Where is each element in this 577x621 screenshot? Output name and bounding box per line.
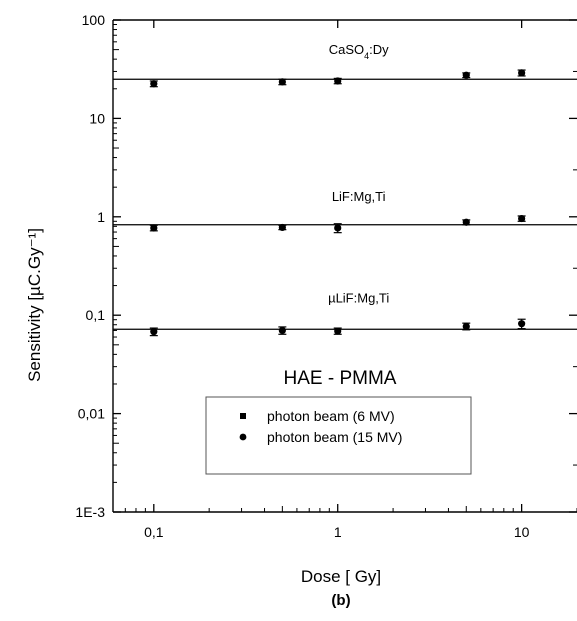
series-label: CaSO4:Dy xyxy=(329,42,389,61)
y-axis-title: Sensitivity [µC.Gy⁻¹] xyxy=(25,228,44,382)
series-label: LiF:Mg,Ti xyxy=(332,189,386,204)
data-point xyxy=(150,328,158,336)
series-label-subscript: 4 xyxy=(364,51,369,61)
legend-marker-6mv xyxy=(240,413,246,419)
x-axis-title: Dose [ Gy] xyxy=(301,567,381,586)
x-tick-label: 10 xyxy=(514,524,530,540)
legend-label-15mv: photon beam (15 MV) xyxy=(267,429,402,445)
data-point xyxy=(278,326,286,335)
series-group-1: CaSO4:Dy xyxy=(113,42,577,88)
y-tick-label: 1 xyxy=(97,209,105,225)
data-point xyxy=(150,224,158,232)
series-label-tail: :Dy xyxy=(369,42,389,57)
figure-caption: (b) xyxy=(331,592,350,609)
legend-label-6mv: photon beam (6 MV) xyxy=(267,408,395,424)
legend-box xyxy=(205,396,472,475)
series-label-main: µLiF:Mg,Ti xyxy=(328,290,389,305)
data-point xyxy=(278,223,286,232)
y-tick-label: 10 xyxy=(89,110,105,126)
series-label-main: CaSO xyxy=(329,42,364,57)
x-tick-label: 1 xyxy=(334,524,342,540)
x-tick-label: 0,1 xyxy=(144,524,164,540)
data-point xyxy=(518,320,526,328)
y-tick-label: 1E-3 xyxy=(75,504,105,520)
y-tick-label: 0,01 xyxy=(78,406,105,422)
y-tick-label: 100 xyxy=(82,12,106,28)
data-point xyxy=(462,322,470,330)
data-point xyxy=(518,69,526,77)
series-label: µLiF:Mg,Ti xyxy=(328,290,389,305)
data-point xyxy=(334,224,342,232)
series-group-2: LiF:Mg,Ti xyxy=(113,189,577,234)
data-point xyxy=(150,80,158,88)
plot-area xyxy=(112,19,577,513)
data-point xyxy=(462,71,470,79)
data-point xyxy=(462,218,470,226)
data-point xyxy=(334,327,342,335)
series-label-main: LiF:Mg,Ti xyxy=(332,189,386,204)
y-tick-label: 0,1 xyxy=(86,307,106,323)
data-point xyxy=(518,214,526,223)
data-point xyxy=(278,78,286,86)
legend-marker-15mv xyxy=(239,433,247,441)
legend: photon beam (6 MV) photon beam (15 MV) xyxy=(205,396,472,475)
axis-ticks: 1E-3 0,01 0,1 1 10 100 0,1 1 10 xyxy=(75,12,577,540)
series-group-3: µLiF:Mg,Ti xyxy=(113,290,577,337)
data-point xyxy=(334,77,342,85)
inset-title: HAE - PMMA xyxy=(284,368,397,389)
data-groups: CaSO4:Dy LiF:Mg,Ti µLiF:Mg,Ti xyxy=(113,42,577,337)
